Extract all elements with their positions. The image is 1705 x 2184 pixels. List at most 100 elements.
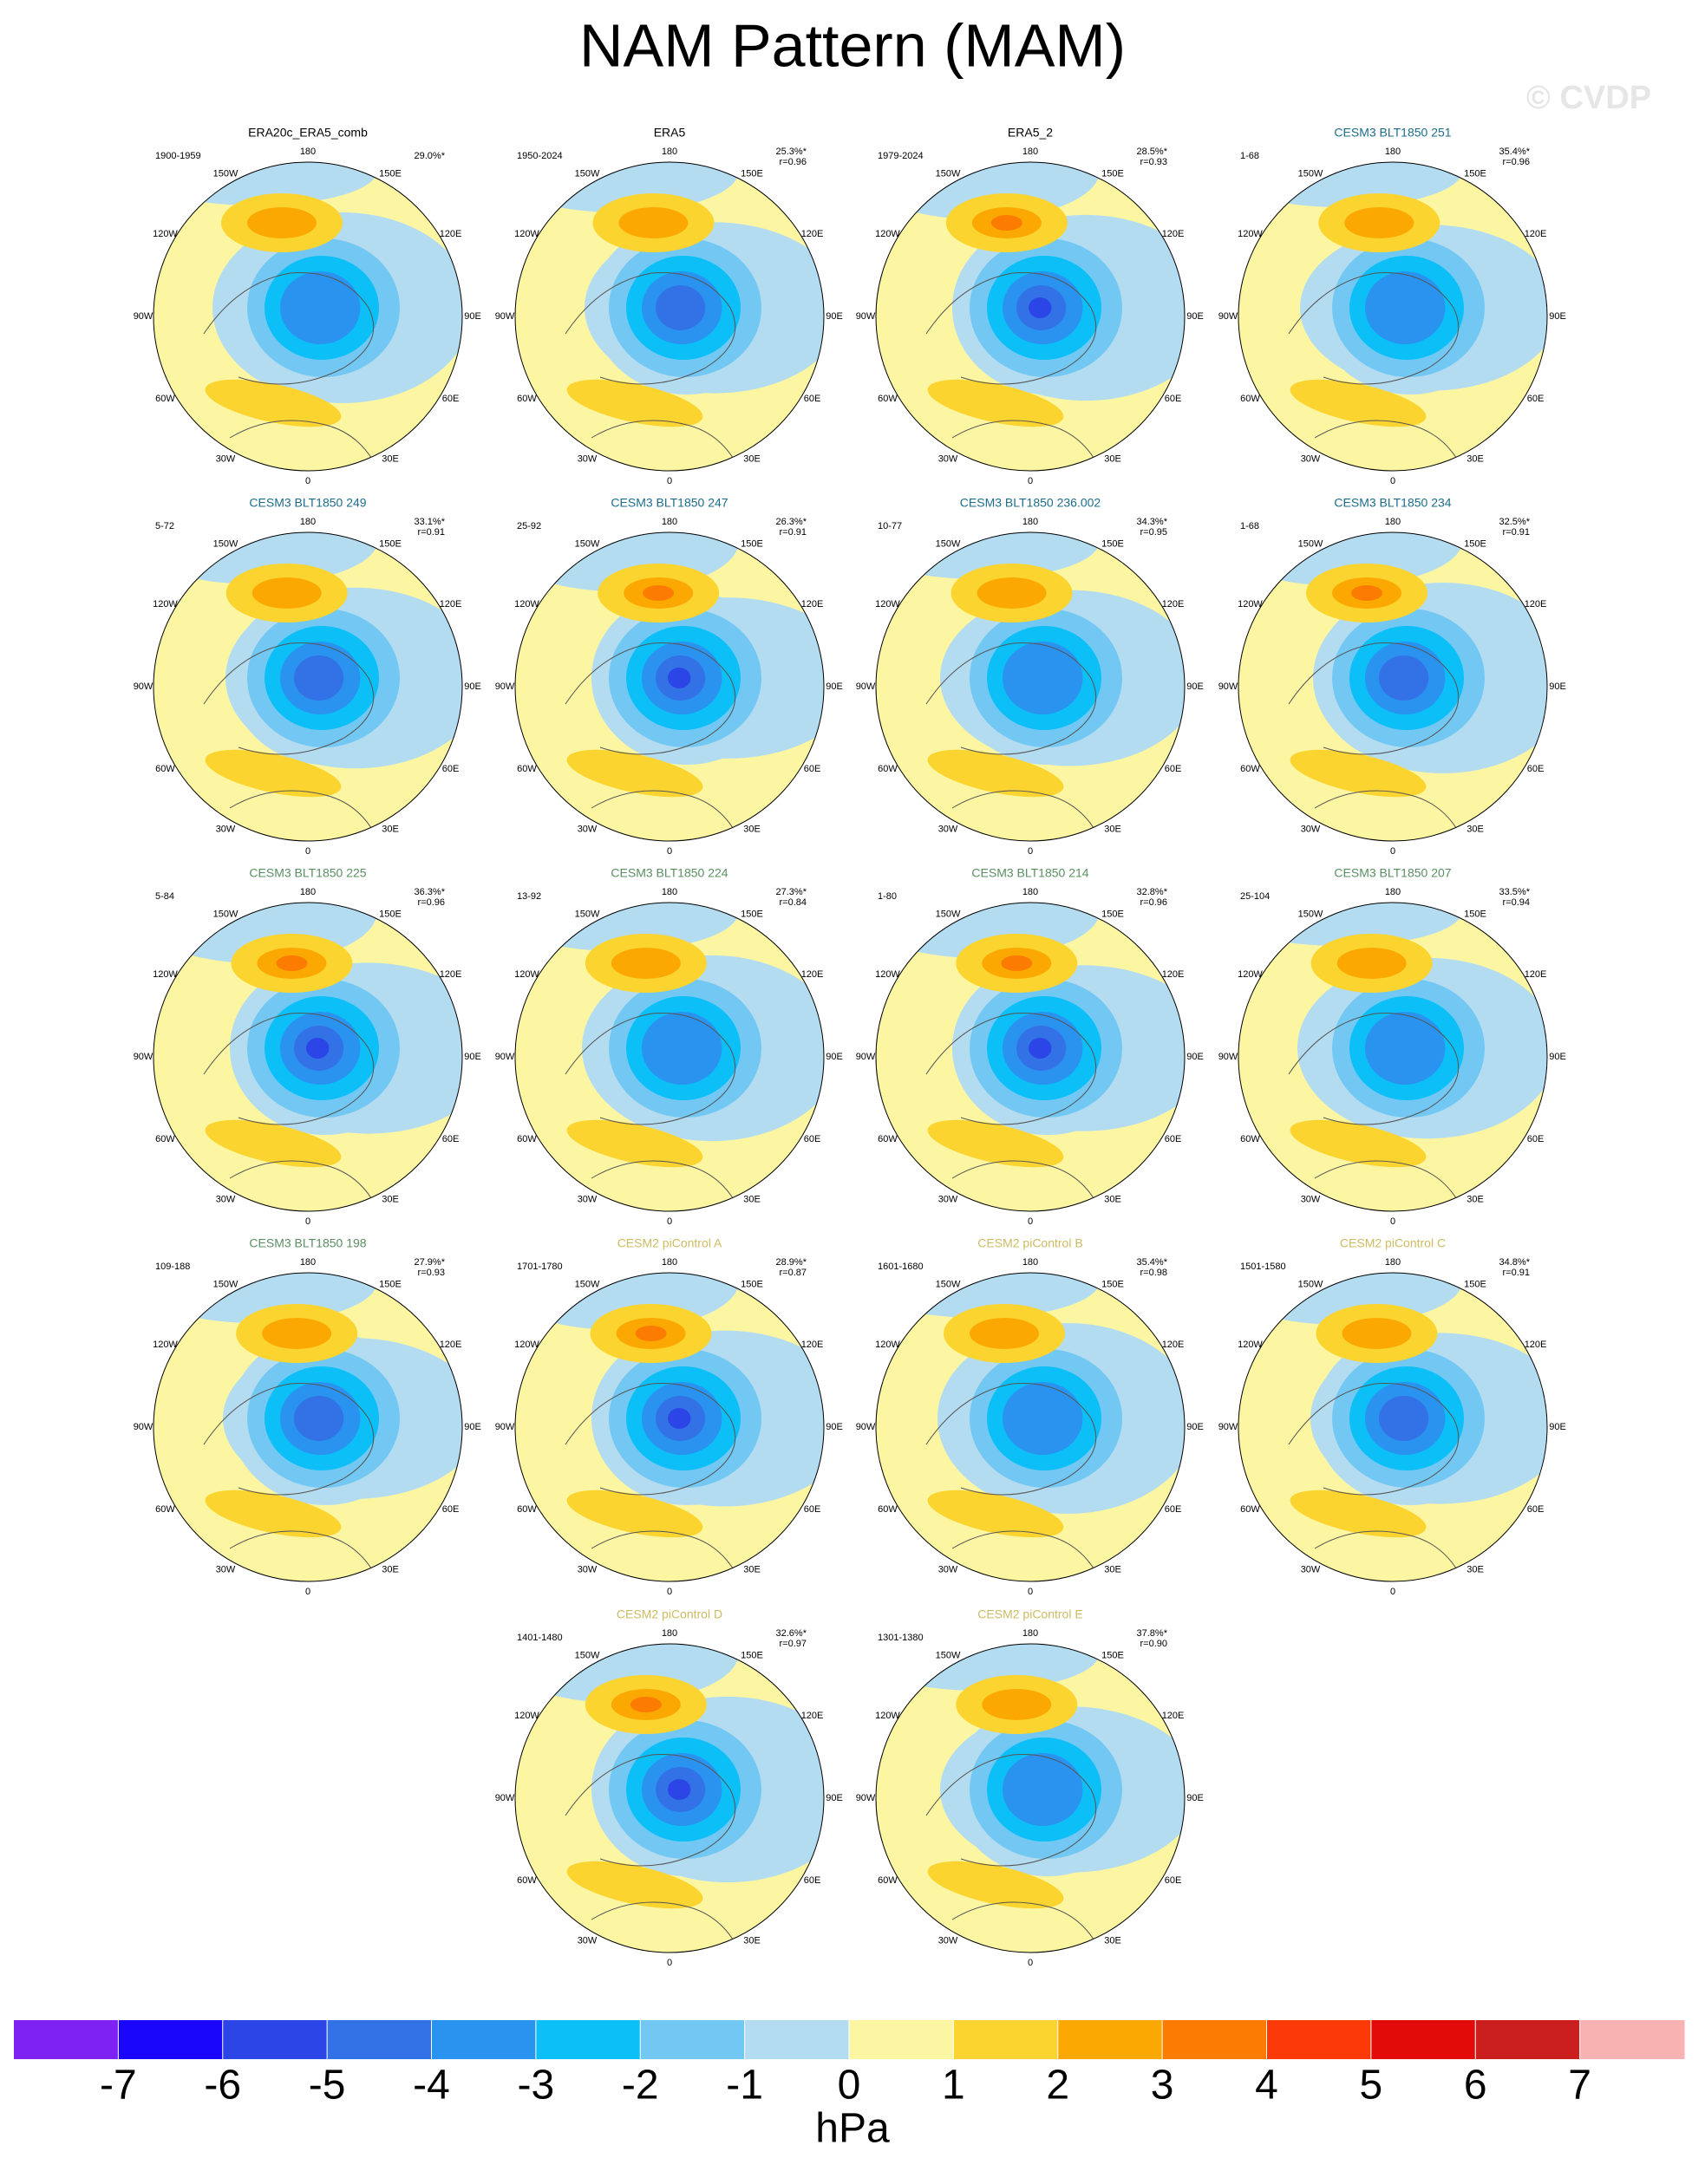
map-panel: 180 150W 150E 120W 120E 90W 90E 60W 60E 30W 30E 0 CE…	[495, 1236, 843, 1597]
longitude-label: 0	[305, 1587, 310, 1597]
map-border	[153, 1272, 463, 1582]
longitude-label: 90W	[495, 1422, 515, 1432]
longitude-label: 90W	[1218, 1422, 1238, 1432]
longitude-label: 60E	[804, 1875, 821, 1886]
variance-label: 34.8%*	[1499, 1257, 1531, 1268]
period-label: 1950-2024	[517, 151, 563, 161]
longitude-label: 120E	[801, 599, 824, 610]
longitude-label: 60W	[878, 1134, 898, 1144]
map-border	[514, 902, 825, 1212]
map-panel: 180 150W 150E 120W 120E 90W 90E 60W 60E 30W 30E 0 ER…	[856, 126, 1204, 486]
panel-title: CESM3 BLT1850 236.002	[960, 496, 1101, 510]
high-pressure-contour	[1290, 1490, 1427, 1538]
longitude-label: 90E	[1186, 681, 1204, 692]
variance-label: 35.4%*	[1137, 1257, 1168, 1268]
longitude-label: 90W	[1218, 1052, 1238, 1062]
high-pressure-contour	[566, 749, 703, 798]
colorbar-tick-label: 3	[1151, 2063, 1174, 2109]
longitude-label: 90E	[826, 1052, 843, 1062]
longitude-label: 60E	[804, 1504, 821, 1515]
low-pressure-contour	[1003, 1753, 1083, 1826]
longitude-label: 120E	[1525, 969, 1547, 980]
longitude-label: 0	[1028, 476, 1033, 486]
longitude-label: 150E	[1101, 538, 1124, 549]
longitude-label: 30W	[938, 453, 958, 464]
longitude-label: 30E	[382, 1564, 399, 1574]
longitude-label: 90W	[495, 1052, 515, 1062]
coastline	[565, 642, 740, 839]
low-pressure-contour	[1029, 1038, 1052, 1059]
longitude-label: 60W	[1240, 1504, 1260, 1515]
variance-label: 33.1%*	[415, 517, 446, 527]
map-border	[153, 161, 463, 472]
longitude-label: 150E	[1101, 909, 1124, 919]
longitude-label: 30E	[1104, 453, 1121, 464]
longitude-label: 90W	[856, 311, 876, 322]
correlation-label: r=0.96	[418, 897, 446, 908]
longitude-label: 150E	[741, 909, 763, 919]
colorbar-tick-label: 2	[1046, 2063, 1069, 2109]
high-pressure-contour	[1351, 585, 1382, 601]
low-pressure-contour	[668, 1408, 691, 1429]
longitude-label: 30W	[1301, 453, 1321, 464]
longitude-label: 150E	[379, 1279, 402, 1289]
longitude-label: 90W	[1218, 311, 1238, 322]
longitude-label: 180	[300, 887, 316, 897]
longitude-label: 90W	[856, 1422, 876, 1432]
longitude-label: 90E	[826, 1422, 843, 1432]
low-pressure-contour	[294, 655, 344, 701]
coastline	[925, 272, 1101, 469]
variance-label: 32.5%*	[1499, 517, 1531, 527]
map-panel: 180 150W 150E 120W 120E 90W 90E 60W 60E 30W 30E 0 CE…	[856, 866, 1204, 1227]
longitude-label: 60W	[155, 764, 175, 774]
longitude-label: 120W	[1238, 1340, 1263, 1350]
longitude-label: 0	[305, 476, 310, 486]
longitude-label: 60E	[442, 764, 460, 774]
longitude-label: 120W	[153, 969, 178, 980]
longitude-label: 180	[662, 887, 677, 897]
map-border	[514, 531, 825, 842]
longitude-label: 60W	[517, 764, 537, 774]
longitude-label: 150W	[1298, 538, 1323, 549]
longitude-label: 30E	[743, 1194, 761, 1204]
colorbar-swatch	[744, 2020, 850, 2059]
high-pressure-contour	[1290, 749, 1427, 798]
coastline	[565, 1013, 740, 1209]
longitude-label: 120E	[801, 229, 824, 239]
longitude-label: 120W	[1238, 599, 1263, 610]
longitude-label: 60W	[1240, 1134, 1260, 1144]
map-border	[1238, 531, 1548, 842]
longitude-label: 120E	[1525, 599, 1547, 610]
longitude-label: 90E	[464, 681, 481, 692]
map-panel: 180 150W 150E 120W 120E 90W 90E 60W 60E 30W 30E 0 CE…	[1218, 496, 1566, 857]
longitude-label: 30W	[1301, 824, 1321, 834]
map-border	[875, 161, 1186, 472]
contour-field	[876, 1644, 1185, 1953]
panel-title: CESM2 piControl E	[977, 1607, 1082, 1621]
coastline	[1288, 642, 1463, 839]
longitude-label: 180	[662, 1628, 677, 1639]
longitude-label: 150E	[379, 909, 402, 919]
longitude-label: 60E	[1527, 394, 1545, 404]
longitude-label: 90E	[1549, 681, 1566, 692]
longitude-label: 60W	[1240, 394, 1260, 404]
map-panel: 180 150W 150E 120W 120E 90W 90E 60W 60E 30W 30E 0 CE…	[495, 866, 843, 1227]
longitude-label: 90E	[1186, 1422, 1204, 1432]
longitude-label: 90W	[856, 1793, 876, 1803]
correlation-label: r=0.95	[1140, 527, 1168, 538]
longitude-label: 120E	[801, 969, 824, 980]
panel-title: ERA5_2	[1008, 126, 1053, 140]
map-panel: 180 150W 150E 120W 120E 90W 90E 60W 60E 30W 30E 0 CE…	[856, 496, 1204, 857]
correlation-label: r=0.91	[780, 527, 807, 538]
map-border	[875, 902, 1186, 1212]
contour-field	[515, 162, 824, 471]
longitude-label: 120W	[153, 1340, 178, 1350]
panel-title: ERA20c_ERA5_comb	[248, 126, 368, 140]
longitude-label: 90E	[826, 1793, 843, 1803]
longitude-label: 60W	[155, 1134, 175, 1144]
map-panel: 180 150W 150E 120W 120E 90W 90E 60W 60E 30W 30E 0 CE…	[134, 866, 481, 1227]
high-pressure-contour	[566, 1861, 703, 1909]
high-pressure-contour	[982, 1689, 1052, 1720]
longitude-label: 180	[1385, 887, 1401, 897]
longitude-label: 150W	[936, 1650, 961, 1660]
